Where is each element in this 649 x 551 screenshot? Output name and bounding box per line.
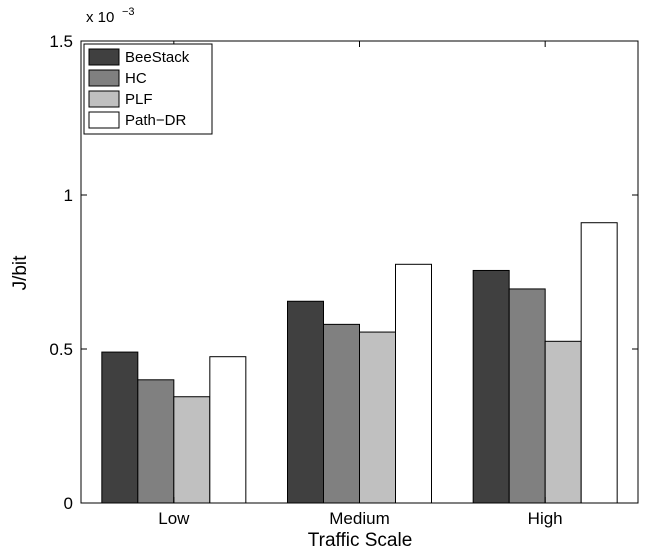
bar-hc-high	[508, 288, 546, 504]
y-tick-label: 1	[64, 186, 73, 205]
axis-ticks: 0 0.5 1 1.5 Low Medium High	[49, 32, 638, 528]
bar-path-dr-medium	[395, 263, 432, 504]
legend-label-plf: PLF	[125, 91, 153, 108]
legend-swatch-plf	[88, 90, 120, 108]
legend-swatch-path-dr	[88, 111, 120, 129]
x-axis-title: Traffic Scale	[308, 530, 413, 551]
legend: BeeStack HC PLF Path−DR	[83, 43, 213, 135]
legend-swatch-hc	[88, 69, 120, 87]
x-tick-label-high: High	[528, 509, 563, 528]
x-tick-label-medium: Medium	[329, 509, 389, 528]
bar-hc-low	[137, 379, 175, 504]
y-axis-title: J/bit	[10, 255, 31, 291]
bar-plf-high	[544, 340, 582, 504]
x-tick-label-low: Low	[158, 509, 190, 528]
y-tick-label: 1.5	[49, 32, 73, 51]
bar-plf-medium	[359, 331, 396, 504]
y-exponent-power: −3	[122, 6, 135, 18]
legend-swatch-beestack	[88, 48, 120, 66]
bar-path-dr-high	[580, 222, 618, 504]
bar-beestack-medium	[287, 300, 324, 504]
bar-hc-medium	[323, 323, 360, 504]
bar-beestack-high	[472, 269, 510, 504]
bars-group	[101, 222, 618, 504]
legend-label-beestack: BeeStack	[125, 49, 190, 66]
bar-beestack-low	[101, 351, 139, 504]
bar-path-dr-low	[209, 356, 247, 504]
y-tick-label: 0.5	[49, 340, 73, 359]
y-exponent-label: x 10 −3	[86, 6, 135, 26]
bar-plf-low	[173, 396, 211, 504]
legend-label-path-dr: Path−DR	[125, 112, 186, 129]
y-tick-label: 0	[64, 494, 73, 513]
y-exponent-base: x 10	[86, 9, 114, 26]
legend-label-hc: HC	[125, 70, 147, 87]
